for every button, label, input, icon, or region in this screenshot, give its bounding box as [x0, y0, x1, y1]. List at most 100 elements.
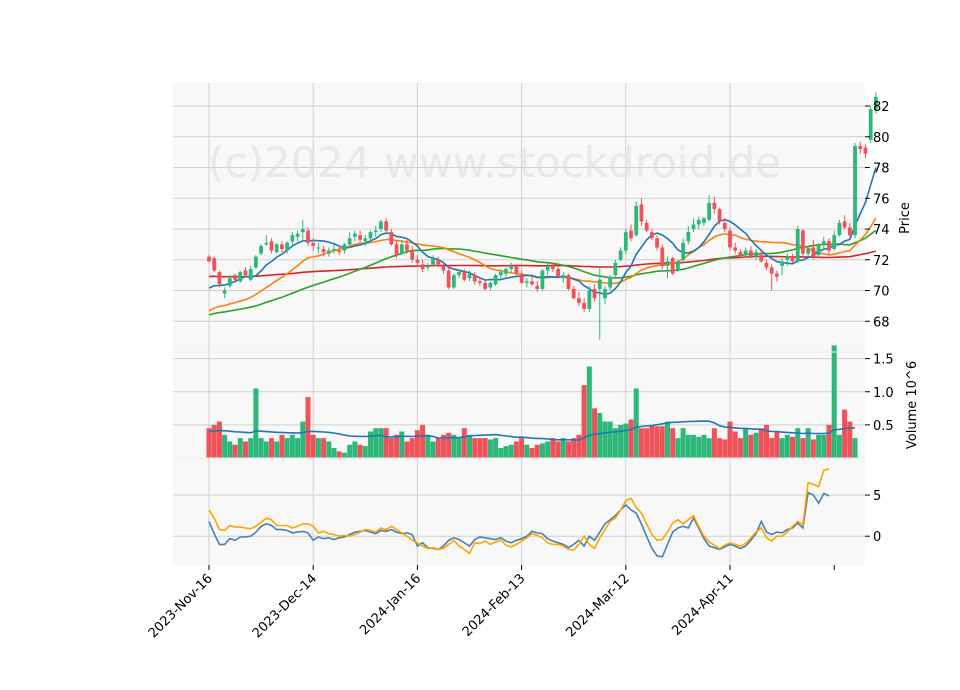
volume-bar — [420, 424, 426, 458]
volume-bar — [206, 428, 212, 458]
volume-bar — [706, 438, 712, 458]
candle-body — [441, 265, 446, 271]
volume-bar — [555, 441, 561, 458]
volume-bar — [315, 438, 321, 458]
x-tick-label: 2024-Apr-11 — [669, 571, 736, 638]
candle-body — [446, 270, 451, 288]
candle-body — [556, 268, 560, 277]
volume-bar — [300, 421, 306, 458]
candle-body — [858, 146, 863, 150]
candle-body — [535, 285, 540, 289]
volume-bar — [394, 434, 400, 458]
volume-bar — [321, 438, 327, 458]
candle-body — [478, 281, 482, 283]
volume-bar — [592, 408, 598, 458]
volume-bar — [753, 432, 759, 458]
candle-body — [790, 256, 795, 262]
volume-bar — [784, 434, 790, 458]
volume-bar — [378, 428, 384, 458]
volume-bar — [586, 366, 592, 458]
volume-bar — [493, 438, 499, 458]
volume-bar — [717, 438, 723, 458]
candle-body — [519, 273, 524, 283]
candle-body — [686, 232, 691, 242]
volume-axis-label: Volume 10^6 — [905, 361, 920, 449]
candle-body — [243, 270, 248, 276]
volume-bar — [211, 424, 217, 458]
volume-bar — [763, 424, 769, 458]
candle-body — [712, 202, 717, 210]
volume-bar — [565, 441, 571, 458]
candle-body — [295, 233, 300, 237]
candle-body — [306, 230, 310, 243]
candle-body — [629, 230, 633, 239]
volume-bar — [618, 424, 624, 458]
candle-body — [363, 238, 368, 242]
candle-body — [785, 256, 790, 260]
volume-bar — [795, 428, 801, 458]
candle-body — [290, 235, 295, 242]
volume-bar — [352, 441, 358, 458]
candle-body — [722, 222, 727, 230]
volume-bar — [519, 438, 525, 458]
volume-moving-average — [208, 420, 855, 441]
candle-body — [253, 256, 258, 268]
candle-body — [352, 233, 357, 237]
candle-body — [571, 288, 576, 299]
volume-bar — [831, 345, 837, 458]
grid-lines — [173, 83, 865, 565]
candle-body — [832, 235, 837, 250]
candle-body — [577, 298, 581, 303]
volume-bar — [289, 434, 295, 458]
candle-body — [524, 281, 529, 283]
candle-body — [748, 250, 753, 257]
volume-bar — [696, 436, 702, 458]
candle-body — [780, 261, 784, 266]
volume-bar — [805, 428, 811, 458]
candle-body — [873, 96, 878, 110]
candle-body — [707, 202, 712, 220]
volume-bar — [477, 438, 483, 458]
candle-body — [410, 250, 415, 260]
volume-bar — [779, 438, 785, 458]
volume-bar — [602, 421, 608, 458]
candle-body — [764, 262, 769, 268]
volume-bar — [263, 441, 269, 458]
candle-body — [649, 232, 654, 239]
candle-body — [300, 229, 305, 233]
candle-body — [774, 273, 779, 277]
candle-body — [759, 255, 764, 262]
candle-body — [227, 278, 232, 286]
volume-bar — [826, 424, 832, 458]
candle-body — [806, 249, 811, 254]
volume-bar — [534, 444, 540, 458]
volume-bar — [503, 446, 509, 458]
candle-body — [436, 259, 441, 265]
candle-body — [285, 242, 290, 251]
volume-bar — [737, 438, 743, 458]
volume-bar — [279, 434, 285, 458]
price-y-tick-label: 78 — [873, 162, 890, 177]
volume-bar — [456, 438, 462, 458]
volume-bar — [581, 385, 587, 458]
volume-bar — [748, 434, 754, 458]
volume-bars — [206, 345, 858, 458]
candle-body — [483, 282, 488, 289]
candle-body — [795, 229, 800, 262]
candle-body — [488, 282, 493, 288]
candle-body — [743, 250, 748, 256]
candle-body — [233, 275, 237, 280]
candle-body — [608, 276, 613, 288]
price-y-tick-label: 70 — [873, 285, 890, 300]
candle-body — [738, 252, 743, 256]
candle-body — [373, 230, 378, 233]
candle-body — [337, 250, 342, 253]
candle-body — [311, 242, 316, 246]
candle-body — [691, 224, 696, 230]
candle-body — [587, 290, 592, 309]
price-y-tick-label: 76 — [873, 192, 890, 207]
volume-bar — [649, 424, 655, 458]
candle-body — [420, 264, 425, 269]
volume-bar — [248, 438, 254, 458]
volume-bar — [810, 439, 816, 458]
